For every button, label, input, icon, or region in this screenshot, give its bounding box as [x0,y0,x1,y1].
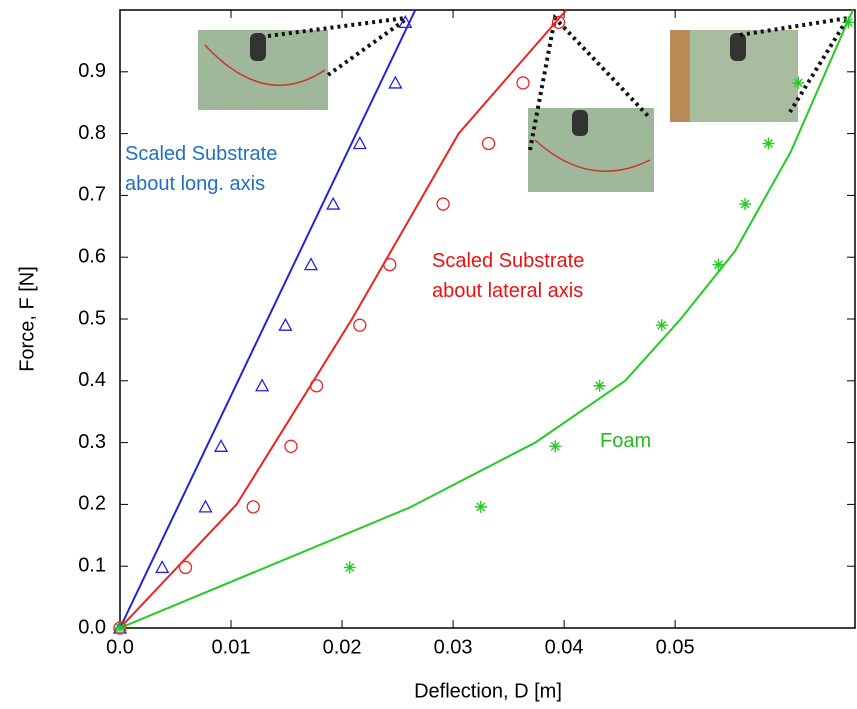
star-marker [655,319,668,332]
star-marker [114,622,126,634]
circle-marker [551,15,566,30]
circle-marker [436,197,450,211]
annotation-line: Scaled Substrate [432,250,584,272]
star-marker [842,16,855,29]
triangle-marker [255,378,270,392]
y-tick-label: 0.3 [78,431,106,453]
y-tick-label: 0.9 [78,60,106,82]
photo-detail [670,30,690,122]
y-tick-label: 0.2 [78,493,106,515]
x-axis-label: Deflection, D [m] [414,680,562,702]
annotation-line: Scaled Substrate [125,143,277,165]
annotation-line: Foam [600,430,651,452]
annotation: Foam [600,430,651,452]
circle-marker [246,500,260,514]
star-marker [762,137,775,150]
star-marker [474,500,487,513]
triangle-marker [352,136,367,150]
y-tick-label: 0.6 [78,245,106,267]
photo-detail [572,110,588,136]
photo [528,108,654,192]
y-axis-label: Force, F [N] [16,266,38,372]
photo-detail [250,33,266,61]
callout [739,15,852,114]
star-marker [739,198,752,211]
y-tick-label: 0.4 [78,369,106,391]
circle-marker [516,76,530,90]
triangle-marker [198,499,213,513]
x-tick-label: 0.03 [434,636,473,658]
star-marker [712,258,725,271]
triangle-marker [278,317,293,331]
circle-marker [353,318,367,332]
fit-line [119,9,568,629]
annotation-line: about long. axis [125,173,265,195]
circle-marker [481,136,496,151]
triangle-marker [398,15,413,29]
star-marker [593,379,606,392]
y-tick-label: 0.0 [78,616,106,638]
triangle-marker [303,257,319,271]
y-tick-label: 0.1 [78,554,106,576]
star-marker [549,440,562,453]
annotation: Scaled Substrate about lateral axis [432,250,584,302]
fit-line [119,9,417,629]
photo-detail [534,139,651,172]
star-marker [343,561,356,574]
triangle-marker [326,196,341,210]
circle-marker [284,439,298,453]
annotation-line: about lateral axis [432,280,583,302]
circle-marker [383,257,397,272]
x-tick-label: 0.05 [656,636,695,658]
y-tick-label: 0.8 [78,122,106,144]
star-marker [792,76,805,89]
triangle-marker [388,75,403,89]
triangle-marker [155,560,170,574]
callout [267,16,407,77]
x-tick-label: 0.0 [106,636,134,658]
photo-detail [730,33,746,61]
fit-line [119,9,854,629]
x-tick-label: 0.01 [212,636,251,658]
circle-marker [309,379,324,393]
x-tick-label: 0.04 [545,636,584,658]
triangle-marker [213,438,229,452]
circle-marker [178,560,193,575]
plot-frame [119,9,856,629]
x-tick-label: 0.02 [323,636,362,658]
y-tick-label: 0.7 [78,184,106,206]
y-tick-label: 0.5 [78,307,106,329]
annotation: Scaled Substrate about long. axis [125,143,277,195]
photo-insets [198,13,852,192]
photo-detail [204,44,326,86]
